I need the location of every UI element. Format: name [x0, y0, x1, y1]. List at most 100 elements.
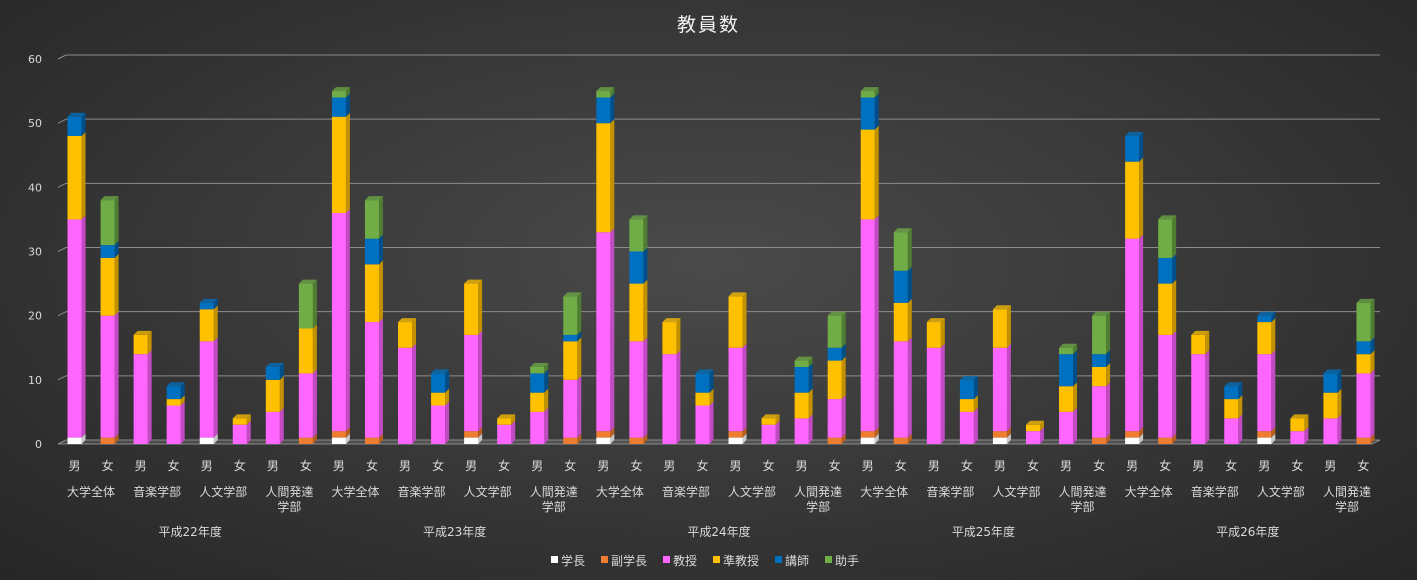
bar-segment	[464, 437, 479, 444]
y-tick-label: 40	[28, 181, 42, 194]
bar-segment	[133, 334, 148, 355]
bar-top-face	[893, 228, 912, 233]
bar-top-face	[695, 369, 714, 374]
bar-segment-side	[940, 343, 945, 444]
bar-top-face	[596, 87, 615, 92]
x-label-group: 大学全体	[1125, 484, 1173, 499]
bar-segment-side	[345, 209, 350, 432]
bar-segment-side	[1073, 382, 1078, 412]
bar-segment-side	[1106, 350, 1111, 367]
x-label-group: 人間発達	[530, 485, 578, 499]
bar-segment	[893, 232, 908, 271]
bar-segment-side	[378, 196, 383, 239]
bar-segment-side	[610, 427, 615, 438]
x-label-gender: 男	[201, 459, 213, 473]
bar-segment-side	[478, 433, 483, 444]
bar-segment	[992, 309, 1007, 348]
bar-top-face	[331, 87, 350, 92]
bar-segment	[331, 213, 346, 432]
bar-segment-side	[378, 260, 383, 323]
legend-label: 副学長	[611, 553, 647, 568]
bar-segment-side	[742, 433, 747, 444]
bar-segment-side	[1006, 343, 1011, 432]
bar-segment-side	[1106, 433, 1111, 444]
bar-segment	[298, 437, 313, 444]
legend-label: 準教授	[723, 553, 759, 568]
bar-segment	[1257, 437, 1272, 444]
gridline-depth	[57, 247, 67, 252]
bar-segment-side	[213, 337, 218, 438]
x-label-gender: 男	[399, 459, 411, 473]
bar-segment	[100, 257, 115, 316]
bar-top-face	[464, 279, 483, 284]
bar-segment-side	[1073, 407, 1078, 444]
bar-segment	[67, 116, 82, 136]
legend-swatch	[663, 556, 670, 563]
bar-segment	[1290, 418, 1305, 432]
bar-segment	[199, 341, 214, 438]
x-label-gender: 男	[1258, 459, 1270, 473]
bar-segment-side	[973, 407, 978, 444]
bar-segment	[1092, 354, 1107, 367]
chart-title: 教員数	[676, 14, 740, 36]
bar-segment-side	[1238, 395, 1243, 419]
bar-segment	[959, 411, 974, 444]
bar-segment	[992, 437, 1007, 444]
bar-segment-side	[1172, 330, 1177, 438]
x-label-group: 人文学部	[464, 484, 512, 499]
bar-segment	[199, 437, 214, 444]
legend-label: 教授	[673, 553, 697, 568]
bar-segment	[1059, 386, 1074, 412]
chart-floor	[57, 439, 1381, 445]
bar-segment-side	[742, 343, 747, 432]
x-label-gender: 男	[333, 459, 345, 473]
gridline-depth	[57, 375, 67, 381]
bar-top-face	[530, 363, 549, 367]
bar-segment	[67, 136, 82, 220]
bar-segment-side	[742, 427, 747, 438]
bar-segment-side	[973, 395, 978, 412]
bar-segment-side	[1139, 132, 1144, 162]
bar-segment-side	[808, 414, 813, 444]
bar-segment-side	[841, 433, 846, 444]
x-label-group: 大学全体	[67, 484, 115, 499]
bar-segment	[1059, 347, 1074, 355]
bar-segment-side	[841, 356, 846, 400]
bar-segment	[959, 379, 974, 400]
bar-segment-side	[643, 215, 648, 252]
bar-segment	[1224, 386, 1239, 400]
bar-segment-side	[1271, 311, 1276, 323]
bar-top-face	[1025, 420, 1044, 425]
bar-segment-side	[1271, 350, 1276, 432]
x-label-group: 学部	[277, 499, 301, 514]
bar-segment-side	[1139, 157, 1144, 239]
bar-segment	[1092, 315, 1107, 355]
bar-segment-side	[808, 356, 813, 367]
bar-segment-side	[1073, 343, 1078, 355]
bar-segment-side	[1006, 427, 1011, 438]
bar-segment-side	[907, 228, 912, 271]
bar-segment-side	[114, 196, 119, 246]
bar-top-face	[1092, 311, 1111, 316]
bar-segment	[1158, 219, 1173, 258]
x-label-group: 大学全体	[331, 484, 379, 499]
bar-segment-side	[378, 234, 383, 265]
bar-segment	[331, 431, 346, 438]
x-label-gender: 女	[564, 458, 576, 473]
x-label-gender: 男	[663, 459, 675, 473]
bar-segment-side	[1106, 363, 1111, 387]
x-label-gender: 女	[1357, 458, 1369, 473]
bar-segment	[827, 399, 842, 438]
bar-top-face	[1290, 414, 1309, 419]
bar-segment-side	[345, 93, 350, 117]
x-label-group: 音楽学部	[398, 484, 446, 499]
legend-swatch	[601, 556, 608, 563]
bar-segment	[893, 341, 908, 438]
bar-segment	[1158, 334, 1173, 438]
bar-segment-side	[577, 330, 582, 342]
bar-segment	[199, 309, 214, 342]
bar-segment	[497, 424, 512, 444]
bar-segment	[563, 296, 578, 335]
bar-segment	[166, 399, 181, 406]
